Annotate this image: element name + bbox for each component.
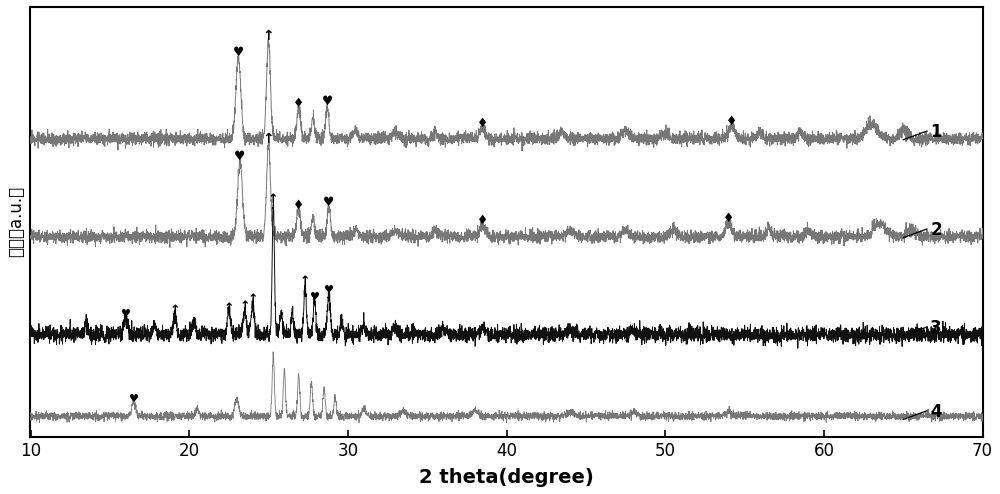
Text: 1: 1 xyxy=(930,123,942,141)
Text: ♥: ♥ xyxy=(324,286,334,295)
Text: ♥: ♥ xyxy=(233,46,244,59)
Text: ♥: ♥ xyxy=(322,95,333,108)
Text: 2: 2 xyxy=(930,221,942,239)
Text: ♦: ♦ xyxy=(723,211,734,225)
Text: ↑: ↑ xyxy=(263,29,274,43)
Text: ↑: ↑ xyxy=(239,300,250,313)
Text: ♥: ♥ xyxy=(129,394,139,404)
Text: ♥: ♥ xyxy=(234,150,246,163)
Text: ♥: ♥ xyxy=(323,197,334,209)
Text: ♥: ♥ xyxy=(310,292,320,302)
Text: ♦: ♦ xyxy=(726,115,737,128)
Text: ↑: ↑ xyxy=(247,293,258,306)
Text: ↑: ↑ xyxy=(224,302,234,315)
Y-axis label: 强度（a.u.）: 强度（a.u.） xyxy=(7,186,25,257)
Text: ♦: ♦ xyxy=(477,214,488,227)
Text: ↑: ↑ xyxy=(263,132,274,146)
Text: ↑: ↑ xyxy=(268,193,279,206)
Text: ↑: ↑ xyxy=(300,275,310,288)
Text: 4: 4 xyxy=(930,403,942,421)
Text: ♦: ♦ xyxy=(293,97,304,110)
Text: 3: 3 xyxy=(930,319,942,337)
X-axis label: 2 theta(degree): 2 theta(degree) xyxy=(419,468,594,487)
Text: ♦: ♦ xyxy=(293,199,304,211)
Text: ↑: ↑ xyxy=(170,304,180,317)
Text: ♦: ♦ xyxy=(477,117,488,130)
Text: ♥: ♥ xyxy=(121,309,131,319)
